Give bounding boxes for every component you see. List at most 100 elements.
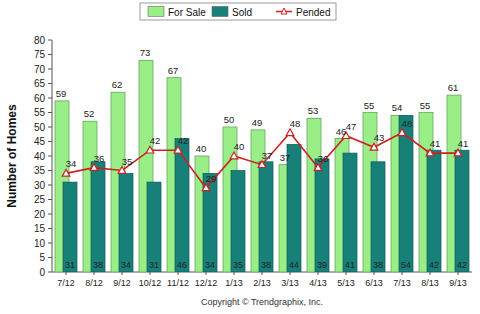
data-label: 52 [84,108,95,119]
y-tick [48,228,52,229]
legend-label: Pended [296,7,330,18]
marker [146,146,154,153]
x-tick [290,272,291,275]
x-tick-label: 1/13 [225,278,243,288]
x-tick [94,272,95,275]
y-tick [48,40,52,41]
data-label: 62 [112,79,123,90]
bar [203,173,217,272]
x-tick [402,272,403,275]
y-tick-label: 0 [39,267,45,278]
x-tick-label: 5/13 [337,278,355,288]
copyright: Copyright © Trendgraphix, Inc. [201,297,323,307]
y-tick [48,257,52,258]
data-label: 36 [318,153,329,164]
data-label: 49 [252,117,263,128]
y-tick-label: 10 [34,238,46,249]
x-tick [150,272,151,275]
data-label: 34 [66,158,77,169]
bar [147,182,161,272]
x-tick [262,272,263,275]
data-label: 50 [224,114,235,125]
plot-area [55,60,469,272]
data-label: 48 [290,118,301,129]
data-label: 59 [56,88,67,99]
bar [63,182,77,272]
x-tick-label: 7/12 [57,278,75,288]
data-label: 41 [458,138,469,149]
data-label: 29 [206,173,217,184]
data-label: 35 [122,156,133,167]
y-tick-label: 15 [34,223,46,234]
data-label: 42 [150,135,161,146]
y-tick [48,127,52,128]
y-tick-label: 65 [34,78,46,89]
bar [343,153,357,272]
data-label: 40 [196,143,207,154]
data-label: 46 [177,260,187,270]
legend-label: Sold [232,7,252,18]
data-labels: 5952627367405049375346555455613138343146… [56,47,469,270]
y-tick [48,98,52,99]
bar [315,159,329,272]
data-label: 36 [94,153,105,164]
y-tick-label: 75 [34,49,46,60]
legend-swatch [212,7,228,17]
x-tick-label: 10/12 [139,278,162,288]
y-tick-label: 70 [34,64,46,75]
marker [314,164,322,171]
y-tick-label: 35 [34,165,46,176]
y-tick [48,112,52,113]
data-label: 41 [345,260,355,270]
data-label: 53 [308,105,319,116]
x-tick [122,272,123,275]
marker [62,169,70,176]
x-tick [206,272,207,275]
x-tick [178,272,179,275]
marker [258,161,266,168]
data-label: 47 [346,121,357,132]
marker [426,149,434,156]
x-tick-label: 4/13 [309,278,327,288]
marker [454,149,462,156]
legend-label: For Sale [168,7,206,18]
marker [90,164,98,171]
x-tick-label: 8/13 [421,278,439,288]
y-tick [48,272,52,273]
x-tick [430,272,431,275]
marker [118,167,126,174]
data-label: 48 [402,118,413,129]
x-tick [318,272,319,275]
y-tick-label: 45 [34,136,46,147]
x-tick-label: 2/13 [253,278,271,288]
data-label: 44 [289,260,299,270]
data-label: 42 [178,135,189,146]
y-tick-label: 50 [34,122,46,133]
data-label: 31 [65,260,75,270]
y-tick [48,214,52,215]
chart: 05101520253035404550556065707580Number o… [0,0,480,314]
legend-box [140,3,336,20]
marker [398,129,406,136]
data-label: 34 [121,260,131,270]
marker [202,184,210,191]
x-tick-label: 7/13 [393,278,411,288]
data-label: 38 [373,260,383,270]
data-label: 40 [234,141,245,152]
x-tick [458,272,459,275]
y-tick [48,185,52,186]
data-label: 31 [149,260,159,270]
data-label: 42 [429,260,439,270]
data-label: 43 [374,132,385,143]
data-label: 54 [392,102,403,113]
legend: For Sale Sold Pended [140,3,336,20]
y-tick [48,69,52,70]
data-label: 55 [364,100,375,111]
bar [455,150,469,272]
bar [287,144,301,272]
data-label: 38 [93,260,103,270]
bar [231,171,245,273]
marker [174,146,182,153]
y-tick [48,156,52,157]
data-label: 46 [336,126,347,137]
